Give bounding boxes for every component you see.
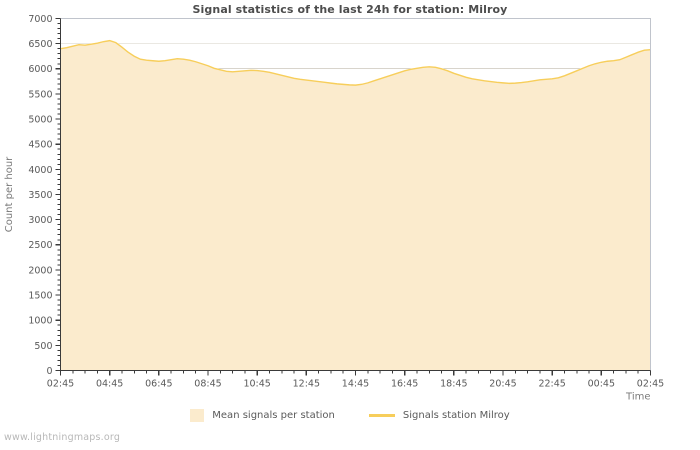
x-tick-label: 08:45	[194, 379, 221, 390]
y-axis-label: Count per hour	[4, 156, 15, 232]
y-tick-label: 7000	[28, 14, 52, 25]
line-swatch-icon	[368, 414, 395, 417]
x-axis-label: Time	[625, 392, 650, 401]
y-tick-label: 2500	[28, 240, 52, 251]
x-tick-label: 18:45	[440, 379, 467, 390]
chart-legend: Mean signals per station Signals station…	[0, 409, 700, 422]
y-tick-label: 500	[34, 341, 52, 352]
area-swatch-icon	[190, 409, 205, 422]
y-tick-label: 6500	[28, 39, 52, 50]
legend-label-station-milroy: Signals station Milroy	[402, 410, 510, 421]
y-axis-ticks-group: 0 500 1000 1500 2000 2500 3000 3500 4000 4500 5000…	[28, 14, 61, 377]
y-tick-label: 3500	[28, 190, 52, 201]
y-tick-label: 1500	[28, 290, 52, 301]
x-tick-label: 06:45	[145, 379, 172, 390]
legend-item-mean-signals[interactable]: Mean signals per station	[190, 409, 335, 422]
x-axis-ticks-group: 02:45 04:45 06:45 08:45 10:45 12:45 14:45 16:45…	[47, 370, 664, 390]
x-tick-label: 00:45	[588, 379, 615, 390]
legend-label-mean-signals: Mean signals per station	[212, 410, 335, 421]
x-tick-label: 02:45	[47, 379, 74, 390]
chart-plot: 0 500 1000 1500 2000 2500 3000 3500 4000 4500 5000…	[4, 14, 664, 401]
x-tick-label: 16:45	[391, 379, 418, 390]
x-tick-label: 20:45	[489, 379, 516, 390]
x-tick-label: 02:45	[637, 379, 664, 390]
y-tick-label: 4000	[28, 165, 52, 176]
x-tick-label: 04:45	[96, 379, 123, 390]
y-tick-label: 3000	[28, 215, 52, 226]
x-tick-label: 12:45	[293, 379, 320, 390]
x-tick-label: 14:45	[342, 379, 369, 390]
y-tick-label: 0	[46, 366, 52, 377]
legend-item-station-milroy[interactable]: Signals station Milroy	[368, 410, 510, 421]
y-tick-label: 2000	[28, 265, 52, 276]
series-line	[60, 39, 651, 86]
x-tick-label: 22:45	[538, 379, 565, 390]
area-series-group	[60, 39, 651, 371]
y-tick-label: 1000	[28, 316, 52, 327]
site-watermark: www.lightningmaps.org	[4, 432, 121, 443]
y-tick-label: 4500	[28, 140, 52, 151]
x-tick-label: 10:45	[243, 379, 270, 390]
y-tick-label: 5000	[28, 114, 52, 125]
y-tick-label: 6000	[28, 64, 52, 75]
chart-title: Signal statistics of the last 24h for st…	[192, 3, 508, 16]
y-tick-label: 5500	[28, 89, 52, 100]
series-area-fill	[60, 40, 651, 371]
